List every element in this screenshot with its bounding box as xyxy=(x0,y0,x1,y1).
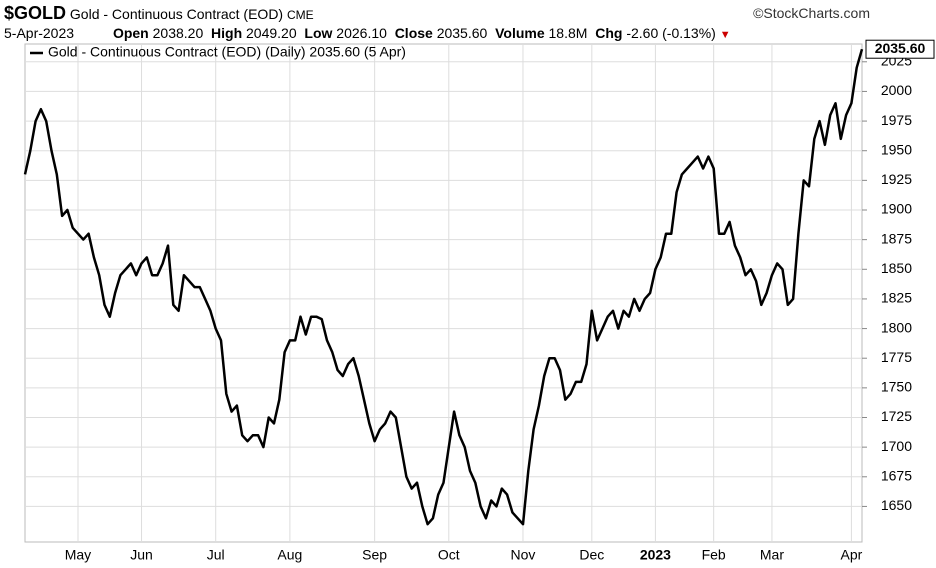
x-tick-label: Aug xyxy=(277,547,302,563)
label: Low xyxy=(304,25,333,41)
y-tick-label: 2000 xyxy=(881,82,912,98)
y-tick-label: 1975 xyxy=(881,112,912,128)
last-value-box xyxy=(865,39,935,59)
value: 2026.10 xyxy=(336,25,387,41)
label: Close xyxy=(394,25,433,41)
y-tick-label: 1825 xyxy=(881,290,912,306)
value: 2038.20 xyxy=(152,25,204,41)
x-tick-label: Apr xyxy=(841,547,863,563)
x-tick-label: May xyxy=(65,547,91,563)
name: Gold - Continuous Contract (EOD) xyxy=(69,6,284,22)
y-tick-label: 1850 xyxy=(881,260,912,276)
x-tick-label: 2023 xyxy=(640,547,671,563)
label: Chg xyxy=(595,25,623,41)
label: High xyxy=(211,25,243,41)
y-tick-label: 1650 xyxy=(881,497,912,513)
value: 18.8M xyxy=(548,25,588,41)
quote-row: 5-Apr-2023 Open 2038.20 High 2049.20 Low… xyxy=(4,24,932,42)
x-tick-label: Nov xyxy=(511,547,536,563)
plot-frame xyxy=(24,43,863,543)
label: Volume xyxy=(495,25,545,41)
legend-label: Gold - Continuous Contract (EOD) (Daily)… xyxy=(48,44,406,60)
label: Open xyxy=(112,25,149,41)
down-arrow: ▼ xyxy=(719,29,731,41)
x-tick-label: Feb xyxy=(702,547,726,563)
y-tick-label: 1725 xyxy=(881,408,912,424)
x-tick-label: Oct xyxy=(438,547,460,563)
x-tick-label: Sep xyxy=(362,547,387,563)
credit: ©StockCharts.com xyxy=(753,5,870,21)
y-tick-label: 1675 xyxy=(881,467,912,483)
y-tick-label: 1875 xyxy=(881,230,912,246)
y-tick-label: 1925 xyxy=(881,171,912,187)
value: 2049.20 xyxy=(246,25,297,41)
value: -2.60 (-0.13%) xyxy=(626,25,716,41)
y-tick-label: 1950 xyxy=(881,141,912,157)
value: 2035.60 xyxy=(436,25,488,41)
price-line xyxy=(23,48,864,526)
y-tick-label: 1750 xyxy=(881,379,912,395)
header-row: $GOLD Gold - Continuous Contract (EOD) C… xyxy=(4,2,932,24)
header: $GOLD Gold - Continuous Contract (EOD) C… xyxy=(4,2,932,42)
x-tick-label: Mar xyxy=(760,547,784,563)
x-tick-label: Dec xyxy=(579,547,604,563)
symbol: $GOLD xyxy=(4,3,67,23)
y-tick-label: 1900 xyxy=(881,201,912,217)
date: 5-Apr-2023 xyxy=(4,25,75,41)
y-tick-label: 1800 xyxy=(881,319,912,335)
x-tick-label: Jun xyxy=(130,547,153,563)
last-value-label: 2035.60 xyxy=(875,40,926,56)
exchange: CME xyxy=(287,8,314,22)
y-tick-label: 1775 xyxy=(881,349,912,365)
x-tick-label: Jul xyxy=(207,547,225,563)
y-tick-label: 1700 xyxy=(881,438,912,454)
